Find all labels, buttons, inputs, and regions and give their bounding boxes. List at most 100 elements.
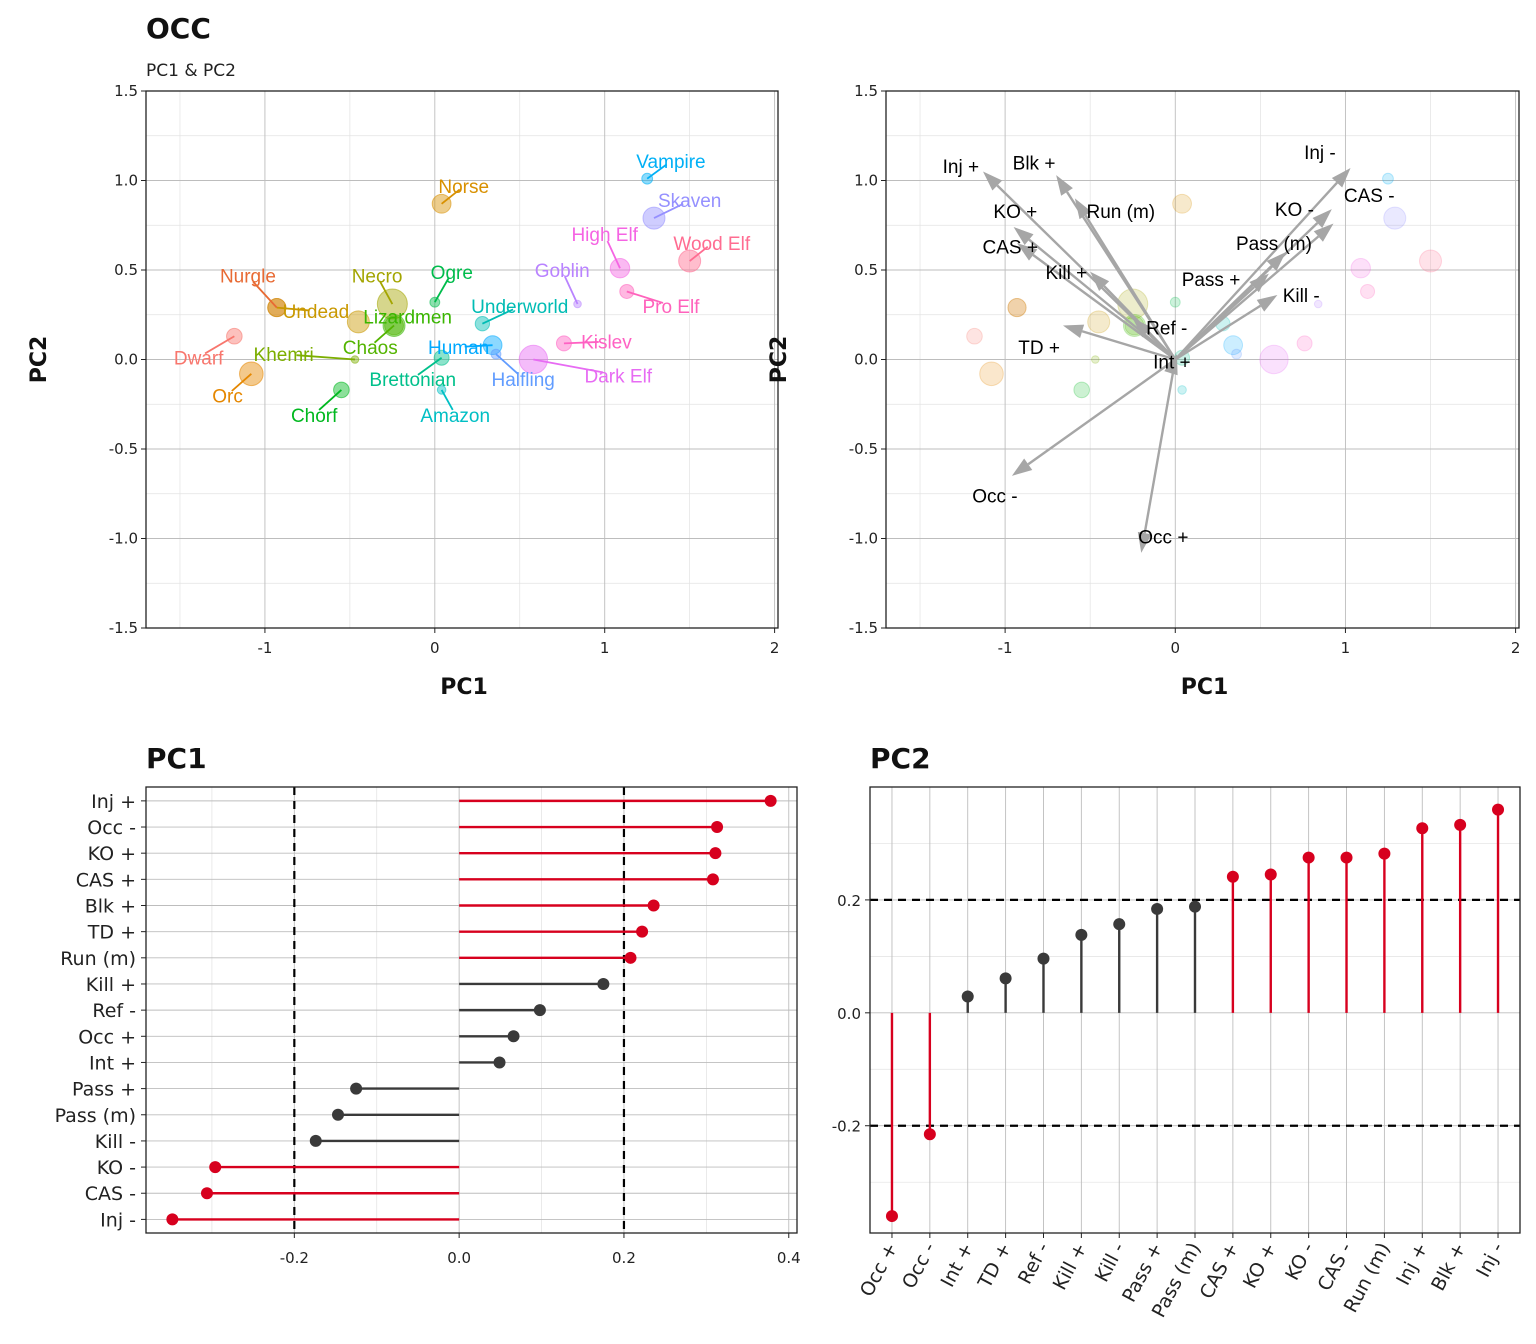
- category-label: Inj -: [1472, 1239, 1508, 1281]
- loading-point: [961, 990, 974, 1003]
- loading-point: [1302, 851, 1315, 864]
- loading-point: [1454, 818, 1467, 831]
- loading-point: [885, 1210, 898, 1223]
- x-tick-label: 1: [1341, 639, 1351, 657]
- x-tick-label: -1: [257, 639, 272, 657]
- y-axis-title: PC2: [767, 336, 792, 384]
- pc1-loadings-panel: PC1 -0.2 0.0 0.2 0.4 Inj + Occ - KO + CAS + Blk …: [55, 742, 801, 1267]
- x-tick-label: 1: [600, 639, 610, 657]
- loading-point: [166, 1213, 179, 1226]
- team-point-faded: [1350, 257, 1371, 279]
- loading-point: [200, 1187, 213, 1200]
- variable-label: Run (m): [1087, 202, 1156, 223]
- label-leader-line: [296, 354, 356, 361]
- loading-arrowhead: [1249, 273, 1269, 293]
- loading-arrow: [1028, 238, 1177, 361]
- loading-point: [350, 1082, 363, 1095]
- loading-arrowhead: [1011, 458, 1033, 476]
- category-label: CAS -: [85, 1183, 136, 1205]
- loading-point: [1264, 868, 1277, 881]
- loading-point: [1113, 918, 1126, 931]
- category-label: KO -: [1281, 1239, 1319, 1284]
- variable-label: Kill -: [1283, 286, 1320, 307]
- team-point-faded: [1231, 348, 1242, 360]
- team-point: [346, 310, 370, 334]
- category-label: KO +: [88, 843, 136, 865]
- category-label: Pass +: [72, 1079, 136, 1101]
- x-tick-label: 0: [1171, 639, 1181, 657]
- label-leader-line: [276, 306, 309, 312]
- loading-arrowhead: [1062, 324, 1085, 338]
- variable-label: Blk +: [1013, 154, 1056, 175]
- team-label: Chorf: [291, 406, 338, 427]
- team-label: Kislev: [581, 333, 632, 354]
- team-label: Necro: [352, 266, 403, 287]
- y-tick-label: 0.0: [837, 1005, 861, 1023]
- loading-arrowhead: [1266, 252, 1286, 272]
- y-tick-label: 1.5: [854, 82, 878, 100]
- x-tick-label: 2: [770, 639, 780, 657]
- team-point-faded: [1172, 193, 1192, 214]
- loading-point: [1378, 847, 1391, 860]
- scores-panel: -1 0 1 2 -1.5 -1.0 -0.5 0.0 0.5 1.0 1.5 PC1 PC2 Dwarf…: [27, 82, 779, 700]
- team-label: Halfling: [491, 370, 554, 391]
- loading-arrow: [1027, 358, 1176, 466]
- loading-arrow: [1174, 286, 1255, 361]
- label-leader-line: [646, 163, 668, 180]
- loading-point: [1416, 822, 1429, 835]
- figure-title: OCC: [146, 12, 211, 45]
- loading-arrowhead: [1074, 198, 1092, 220]
- loading-point: [764, 794, 777, 807]
- loading-point: [597, 977, 610, 990]
- label-leader-line: [606, 240, 621, 269]
- x-tick-label: 2: [1511, 639, 1521, 657]
- label-leader-line: [482, 308, 514, 325]
- team-point-faded: [1177, 385, 1187, 395]
- loading-arrowhead: [1017, 243, 1038, 261]
- variable-label: CAS +: [982, 238, 1037, 259]
- label-leader-line: [464, 344, 493, 348]
- team-label: Amazon: [420, 406, 490, 427]
- loading-arrowhead: [1256, 295, 1278, 312]
- team-label: Nurgle: [220, 266, 276, 287]
- y-tick-label: -1.0: [849, 530, 878, 548]
- loading-point: [709, 847, 722, 860]
- team-point-faded: [1259, 344, 1289, 375]
- team-point-faded: [1383, 206, 1407, 230]
- team-point-faded: [1419, 249, 1443, 273]
- category-label: Kill -: [1091, 1239, 1130, 1286]
- team-label: Underworld: [471, 297, 568, 318]
- y-tick-label: -1.5: [849, 619, 878, 637]
- team-label: Dwarf: [174, 349, 224, 370]
- category-label: Ref -: [92, 1000, 136, 1022]
- category-label: TD +: [973, 1239, 1016, 1293]
- category-label: Inj -: [100, 1209, 136, 1231]
- y-tick-label: 0.2: [837, 892, 861, 910]
- team-label: Khemri: [254, 345, 314, 366]
- label-leader-line: [564, 276, 579, 305]
- category-label: Occ -: [87, 817, 136, 839]
- label-leader-line: [231, 373, 252, 392]
- x-tick-label: -0.2: [280, 1249, 309, 1267]
- team-point-faded: [1360, 283, 1376, 299]
- loading-arrowhead: [1313, 223, 1334, 242]
- label-leader-line: [379, 280, 394, 305]
- y-tick-label: 0.0: [854, 351, 878, 369]
- label-leader-line: [563, 341, 599, 345]
- team-point-faded: [1007, 298, 1027, 318]
- y-axis-title: PC2: [27, 336, 52, 384]
- loading-point: [507, 1030, 520, 1043]
- team-label: High Elf: [571, 225, 638, 246]
- x-tick-label: 0: [430, 639, 440, 657]
- y-tick-label: 0.5: [854, 261, 878, 279]
- category-label: Blk +: [1427, 1239, 1471, 1295]
- team-label: Orc: [212, 386, 243, 407]
- loading-point: [533, 1004, 546, 1017]
- x-tick-label: 0.0: [447, 1249, 471, 1267]
- x-tick-label: 0.4: [777, 1249, 801, 1267]
- category-label: Blk +: [85, 895, 136, 917]
- loading-arrowhead: [1312, 209, 1332, 229]
- x-tick-label: -1: [998, 639, 1013, 657]
- category-label: KO +: [1239, 1239, 1281, 1292]
